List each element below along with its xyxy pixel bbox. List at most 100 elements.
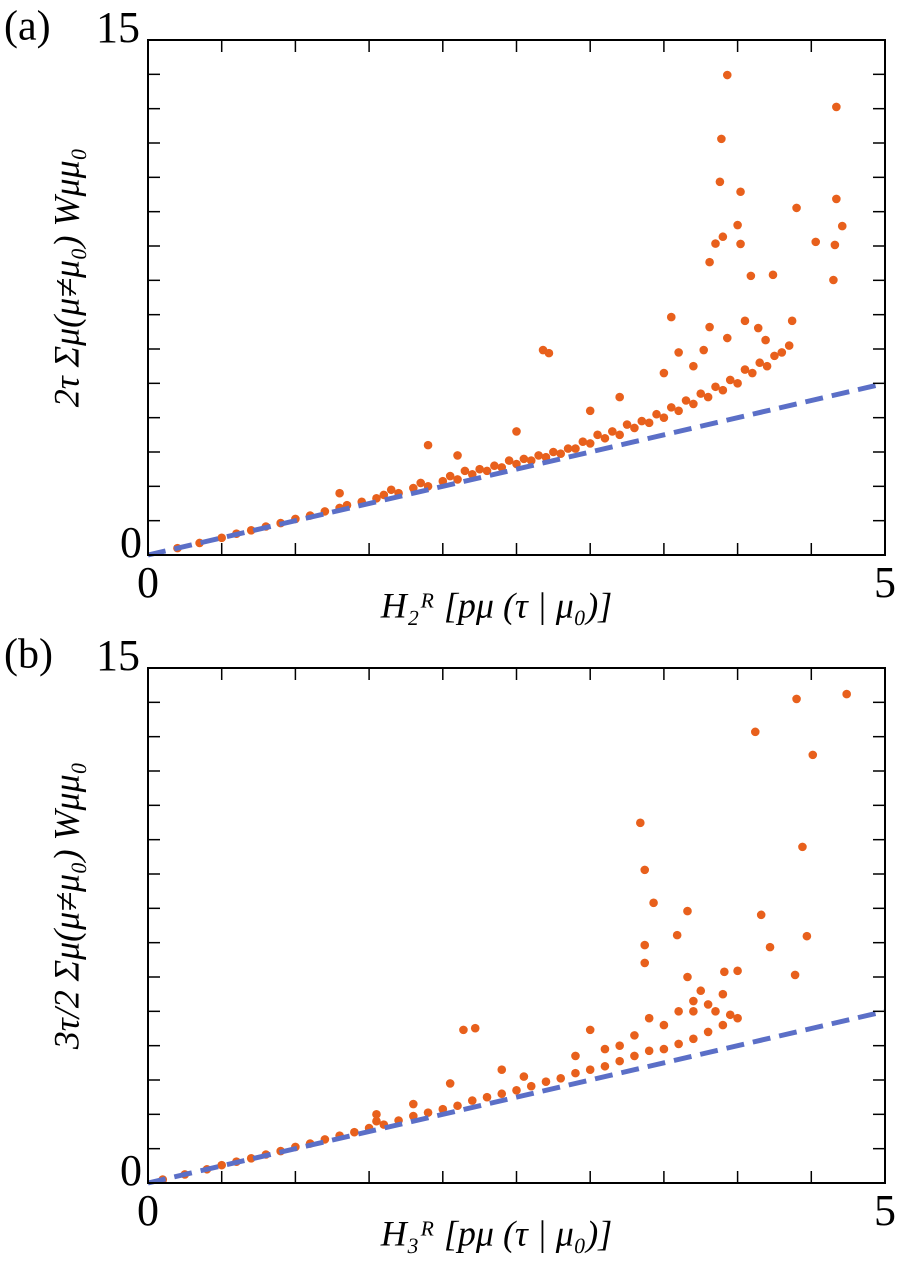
x-tick-label: 5 — [874, 558, 896, 607]
scatter-point — [600, 1044, 610, 1054]
scatter-point — [703, 1000, 713, 1009]
scatter-point — [526, 1081, 536, 1091]
y-tick-label: 0 — [120, 518, 142, 567]
scatter-point — [762, 361, 772, 371]
scatter-point — [705, 322, 714, 332]
scatter-point — [636, 818, 645, 828]
scatter-point — [717, 134, 726, 144]
panel-label: (a) — [4, 4, 51, 50]
scatter-point — [725, 375, 735, 385]
scatter-point — [504, 456, 514, 465]
scatter-point — [467, 1096, 477, 1105]
x-tick-label: 0 — [137, 558, 159, 607]
scatter-point — [770, 351, 779, 361]
scatter-point — [453, 451, 462, 460]
scatter-point — [640, 958, 650, 968]
scatter-point — [512, 427, 521, 436]
scatter-point — [445, 471, 455, 481]
scatter-point — [459, 1025, 468, 1035]
scatter-point — [600, 433, 610, 443]
scatter-point — [830, 240, 840, 250]
scatter-point — [615, 392, 624, 402]
scatter-point — [423, 1108, 433, 1117]
scatter-point — [534, 451, 543, 460]
scatter-point — [416, 478, 425, 488]
scatter-point — [659, 1044, 669, 1054]
scatter-point — [689, 361, 698, 371]
scatter-point — [784, 341, 794, 350]
scatter-point — [718, 232, 728, 242]
scatter-point — [490, 461, 499, 471]
scatter-point — [808, 750, 818, 760]
scatter-point — [689, 1007, 698, 1016]
scatter-point — [372, 1116, 381, 1126]
scatter-point — [386, 485, 396, 495]
scatter-point — [792, 203, 801, 213]
scatter-point — [630, 1051, 639, 1061]
scatter-point — [748, 368, 757, 378]
scatter-point — [681, 396, 691, 405]
scatter-point — [470, 1023, 480, 1033]
scatter-point — [674, 1007, 683, 1016]
scatter-point — [649, 898, 658, 908]
scatter-point — [335, 488, 344, 498]
scatter-point — [765, 942, 775, 952]
scatter-point — [733, 966, 742, 976]
scatter-point — [578, 437, 588, 447]
scatter-point — [640, 940, 650, 950]
scatter-point — [683, 906, 692, 916]
scatter-point — [672, 930, 682, 940]
scatter-point — [768, 270, 778, 280]
scatter-point — [718, 989, 728, 999]
y-axis-label: 2τ Σμ(μ≠μ₀) Wμμ₀ — [46, 148, 86, 407]
scatter-point — [696, 389, 706, 398]
scatter-point — [622, 420, 632, 429]
scatter-point — [497, 1065, 507, 1074]
scatter-point — [787, 316, 797, 326]
scatter-point — [736, 187, 745, 197]
y-tick-label: 0 — [120, 1146, 142, 1195]
scatter-point — [666, 312, 676, 322]
scatter-point — [630, 1031, 639, 1040]
y-tick-label: 15 — [96, 3, 140, 52]
scatter-point — [696, 986, 706, 996]
scatter-point — [722, 333, 732, 343]
scatter-point — [585, 439, 595, 448]
scatter-point — [689, 399, 698, 409]
scatter-point — [837, 221, 847, 231]
scatter-point — [644, 1046, 654, 1056]
scatter-point — [755, 358, 765, 368]
scatter-point — [777, 348, 787, 357]
scatter-point — [761, 335, 770, 345]
scatter-point — [674, 406, 683, 416]
scatter-point — [718, 385, 728, 395]
scatter-point — [756, 910, 766, 920]
scatter-point — [217, 1160, 226, 1170]
scatter-point — [549, 447, 558, 457]
scatter-point — [725, 1010, 735, 1020]
scatter-point — [674, 1039, 683, 1049]
scatter-point — [644, 1013, 654, 1023]
scatter-point — [832, 102, 841, 112]
scatter-point — [423, 440, 433, 450]
reference-line — [147, 380, 886, 558]
scatter-point — [519, 454, 529, 464]
scatter-point — [792, 694, 801, 704]
scatter-point — [615, 1056, 624, 1066]
scatter-point — [644, 418, 654, 428]
scatter-point — [750, 727, 760, 737]
x-tick-label: 0 — [137, 1186, 159, 1235]
x-axis-label: H₃ᴿ [pμ (τ | μ₀)] — [380, 1213, 613, 1253]
scatter-point — [689, 996, 698, 1006]
x-axis-label: H₂ᴿ [pμ (τ | μ₀)] — [380, 585, 613, 625]
scatter-point — [722, 70, 732, 80]
scatter-point — [563, 444, 573, 453]
scatter-point — [556, 1073, 566, 1083]
scatter-point — [445, 1079, 455, 1088]
scatter-point — [409, 1099, 418, 1109]
scatter-point — [217, 533, 226, 543]
scatter-point — [842, 689, 851, 699]
scatter-point — [720, 967, 729, 977]
scatter-point — [637, 416, 647, 426]
